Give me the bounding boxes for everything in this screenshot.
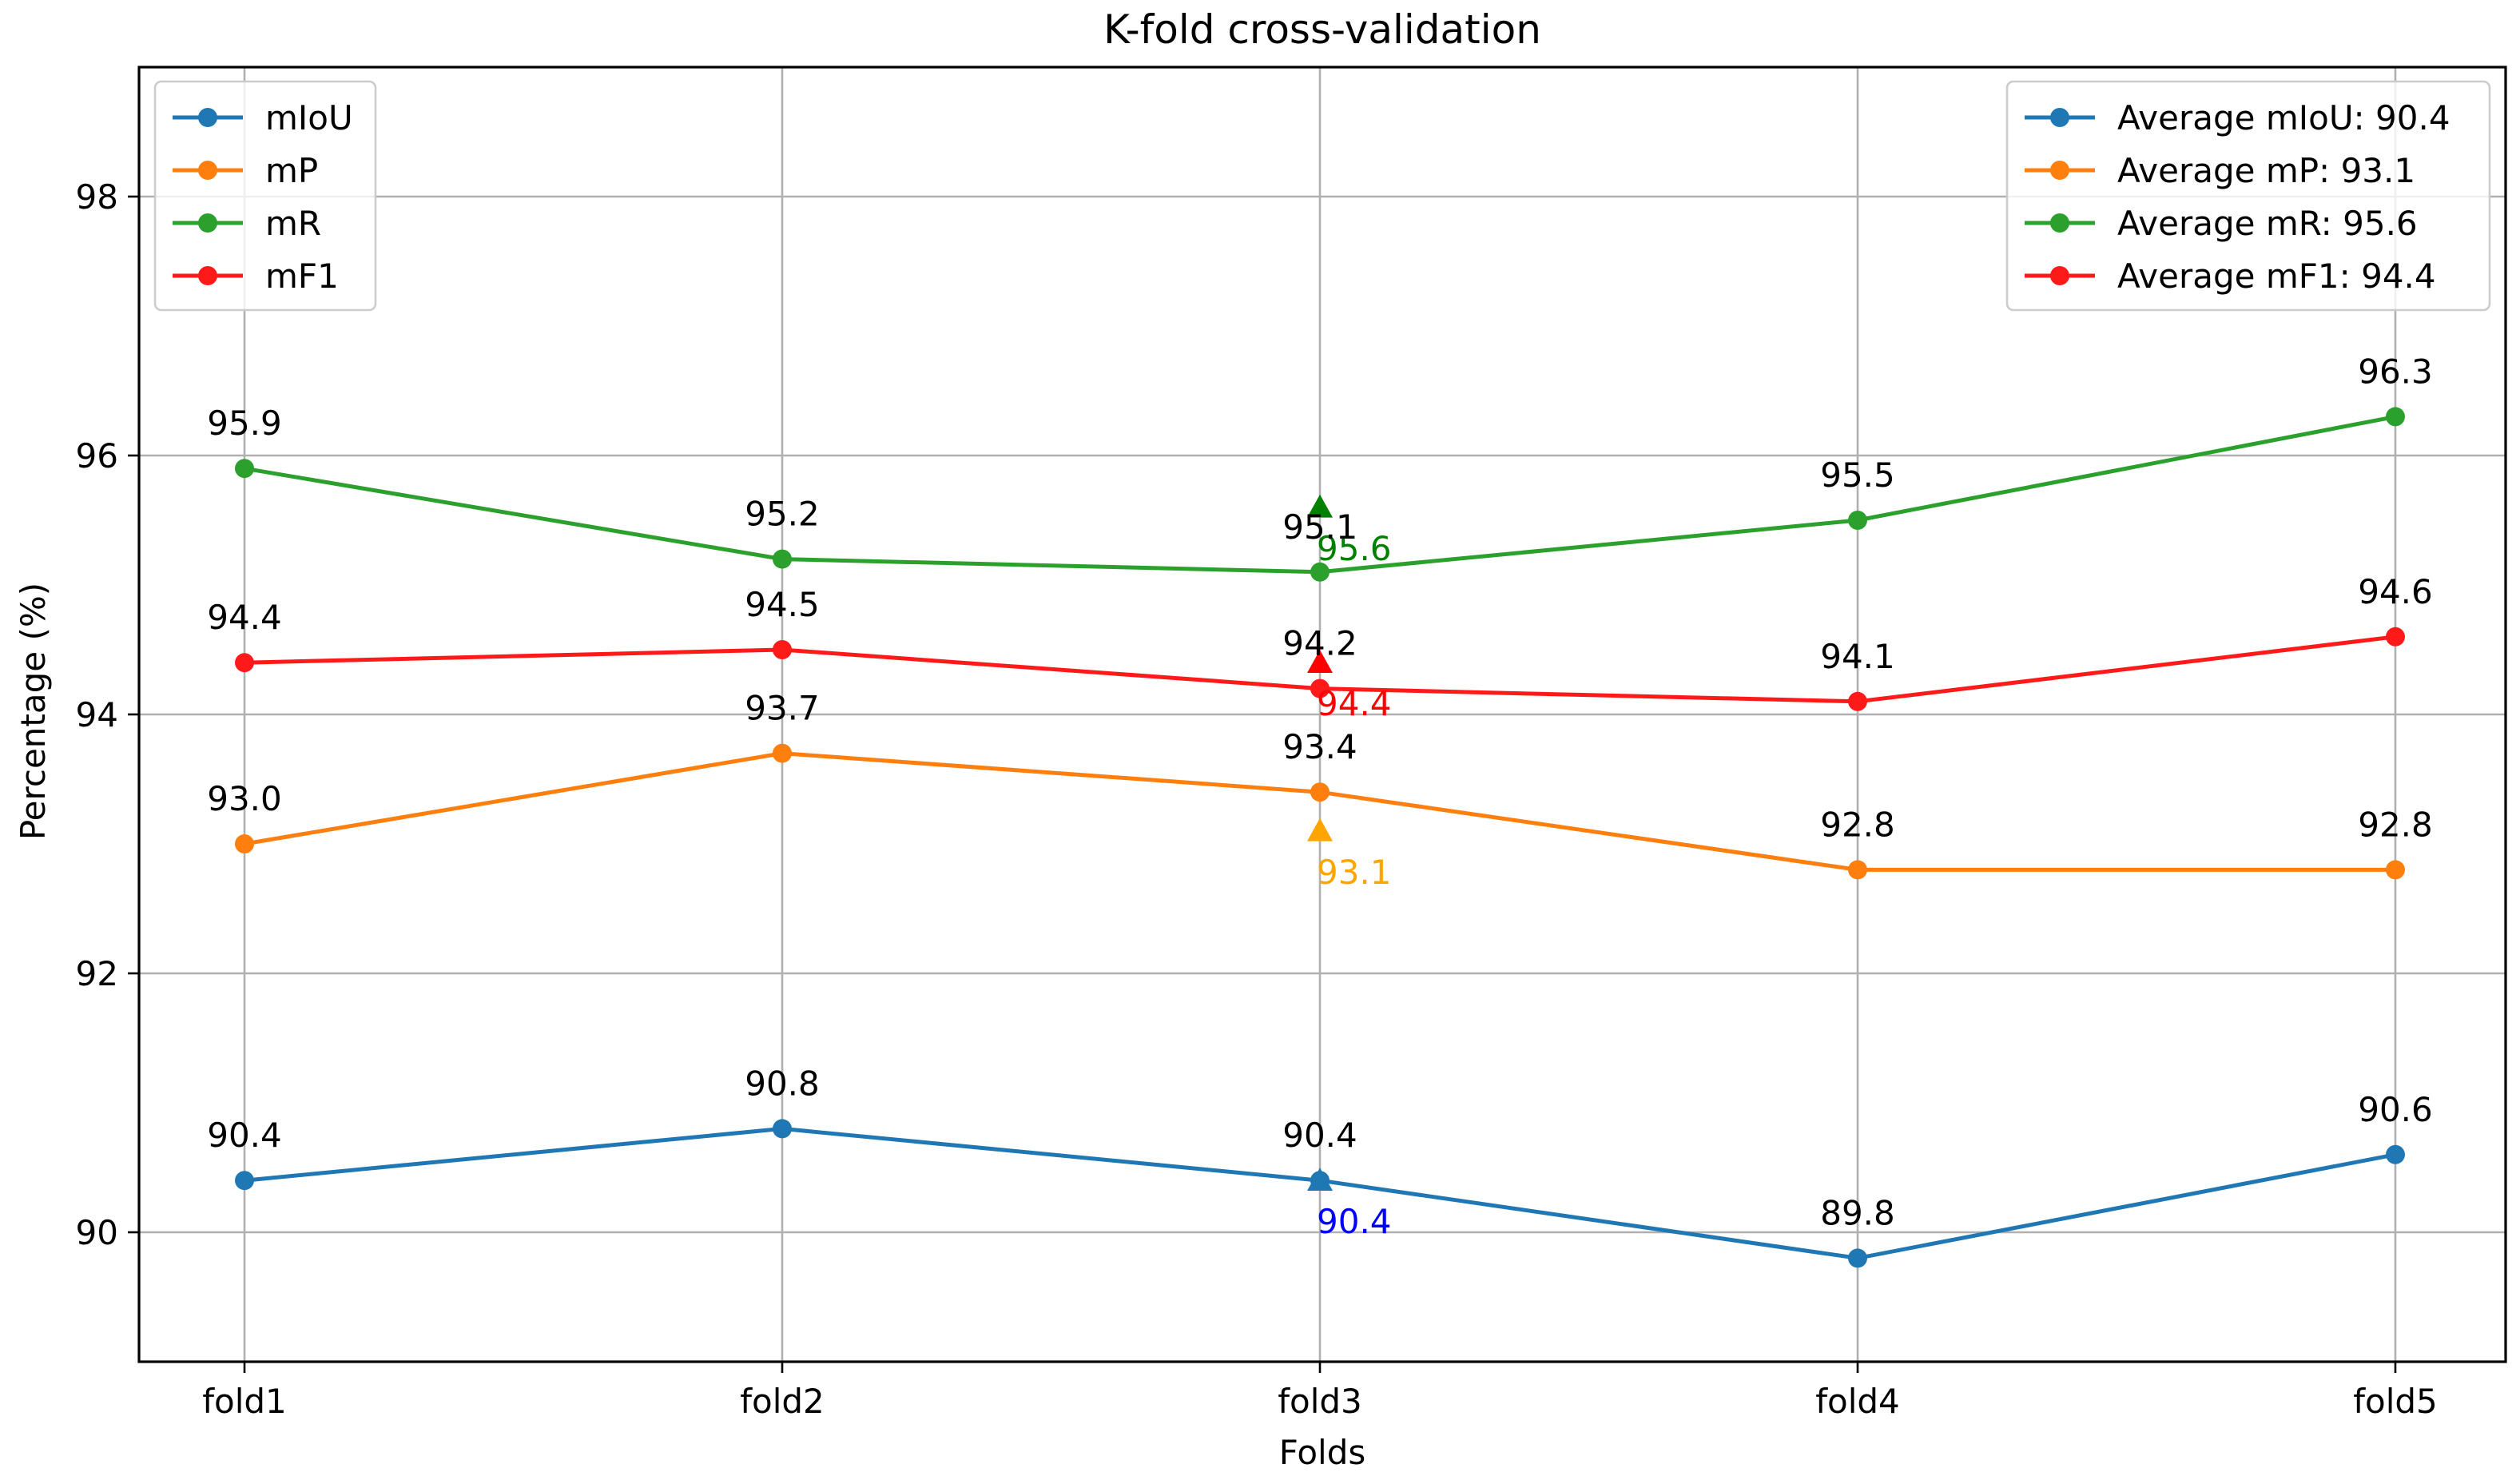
x-tick-label-fold1: fold1 bbox=[202, 1382, 287, 1421]
data-label-mp-fold2: 93.7 bbox=[745, 689, 820, 728]
point-mf1-fold1 bbox=[235, 653, 254, 673]
average-marker-mr bbox=[1307, 494, 1333, 518]
data-label-layer: 90.4 90.8 90.4 89.8 90.6 93.0 93.7 93.4 92.8 92.8… bbox=[207, 352, 2433, 1232]
data-label-mf1-fold1: 94.4 bbox=[207, 598, 282, 637]
data-label-miou-fold3: 90.4 bbox=[1282, 1116, 1357, 1155]
data-label-mr-fold2: 95.2 bbox=[745, 495, 820, 534]
legend-average-item-label-miou: Average mIoU: 90.4 bbox=[2117, 98, 2450, 137]
legend-average-item-frame bbox=[2005, 80, 2491, 312]
legend-series-item-label-mf1: mF1 bbox=[265, 257, 339, 296]
data-label-miou-fold5: 90.6 bbox=[2358, 1090, 2433, 1129]
data-label-mp-fold4: 92.8 bbox=[1820, 805, 1895, 844]
y-tick-label-94: 94 bbox=[76, 695, 118, 734]
x-axis-title: Folds bbox=[1279, 1433, 1366, 1472]
legend-average-item-label-mf1: Average mF1: 94.4 bbox=[2117, 257, 2436, 296]
data-label-mf1-fold3: 94.2 bbox=[1282, 624, 1357, 663]
plot-frame bbox=[137, 66, 2507, 1363]
point-mf1-fold5 bbox=[2386, 627, 2405, 647]
point-mr-fold4 bbox=[1848, 511, 1867, 530]
legend-series-item-marker-mf1 bbox=[198, 266, 217, 285]
chart-title: K-fold cross-validation bbox=[1103, 6, 1541, 53]
point-miou-fold5 bbox=[2386, 1144, 2405, 1164]
average-marker-miou bbox=[1307, 1168, 1333, 1191]
average-marker-mp bbox=[1307, 818, 1333, 841]
average-label-mf1: 94.4 bbox=[1317, 684, 1392, 723]
point-mp-fold3 bbox=[1310, 782, 1330, 802]
data-label-mf1-fold4: 94.1 bbox=[1820, 637, 1895, 676]
average-label-miou: 90.4 bbox=[1317, 1202, 1392, 1241]
data-label-mf1-fold2: 94.5 bbox=[745, 585, 820, 624]
legend-average-item-marker-mp bbox=[2050, 161, 2069, 180]
point-mf1-fold2 bbox=[773, 640, 792, 659]
point-mf1-fold4 bbox=[1848, 691, 1867, 711]
data-label-mr-fold4: 95.5 bbox=[1820, 456, 1895, 495]
legend-series-item-marker-mp bbox=[198, 161, 217, 180]
legend-averages: Average mIoU: 90.4 Average mP: 93.1 Averag… bbox=[2005, 80, 2491, 312]
data-label-mp-fold5: 92.8 bbox=[2358, 805, 2433, 844]
average-marker-mf1 bbox=[1307, 650, 1333, 673]
x-tick-label-fold3: fold3 bbox=[1278, 1382, 1362, 1421]
x-tick-label-fold4: fold4 bbox=[1815, 1382, 1900, 1421]
point-miou-fold4 bbox=[1848, 1248, 1867, 1268]
point-mf1-fold3 bbox=[1310, 678, 1330, 698]
y-axis-title: Percentage (%) bbox=[14, 583, 53, 840]
legend-average-item-label-mp: Average mP: 93.1 bbox=[2117, 151, 2415, 190]
legend-average-item-marker-miou bbox=[2050, 108, 2069, 127]
point-mp-fold4 bbox=[1848, 860, 1867, 880]
legend-series-item-label-mp: mP bbox=[265, 151, 318, 190]
point-mp-fold2 bbox=[773, 743, 792, 763]
legend-average-item-label-mr: Average mR: 95.6 bbox=[2117, 204, 2418, 243]
axes-layer: fold1 fold2 fold3 fold4 fold5 90 92 94 96 98 bbox=[76, 66, 2507, 1421]
point-mr-fold5 bbox=[2386, 407, 2405, 427]
data-label-mr-fold1: 95.9 bbox=[207, 404, 282, 443]
point-mr-fold2 bbox=[773, 549, 792, 569]
point-mr-fold1 bbox=[235, 459, 254, 479]
legend-series-item-marker-mr bbox=[198, 213, 217, 233]
point-mr-fold3 bbox=[1310, 562, 1330, 582]
data-label-miou-fold4: 89.8 bbox=[1820, 1193, 1895, 1232]
legend-series: mIoU mP mR mF1 bbox=[153, 80, 377, 312]
data-label-mp-fold3: 93.4 bbox=[1282, 727, 1357, 766]
data-label-mp-fold1: 93.0 bbox=[207, 779, 282, 818]
x-tick-label-fold2: fold2 bbox=[740, 1382, 825, 1421]
legend-series-item-label-mr: mR bbox=[265, 204, 321, 243]
y-tick-label-96: 96 bbox=[76, 436, 118, 475]
data-label-mr-fold5: 96.3 bbox=[2358, 352, 2433, 391]
legend-series-item-marker-miou bbox=[198, 108, 217, 127]
legend-average-item-marker-mf1 bbox=[2050, 266, 2069, 285]
y-tick-label-92: 92 bbox=[76, 954, 118, 993]
y-tick-label-98: 98 bbox=[76, 177, 118, 217]
data-label-mr-fold3: 95.1 bbox=[1282, 507, 1357, 547]
legend-series-item-frame bbox=[153, 80, 377, 312]
y-tick-label-90: 90 bbox=[76, 1213, 118, 1252]
legend-series-item-label-miou: mIoU bbox=[265, 98, 353, 137]
data-label-mf1-fold5: 94.6 bbox=[2358, 572, 2433, 611]
point-mp-fold1 bbox=[235, 834, 254, 853]
average-label-mp: 93.1 bbox=[1317, 853, 1392, 892]
legend-average-item-marker-mr bbox=[2050, 213, 2069, 233]
x-tick-label-fold5: fold5 bbox=[2353, 1382, 2438, 1421]
point-miou-fold1 bbox=[235, 1171, 254, 1191]
data-label-miou-fold1: 90.4 bbox=[207, 1116, 282, 1155]
data-label-miou-fold2: 90.8 bbox=[745, 1064, 820, 1103]
average-markers-layer: 90.4 93.1 95.6 94.4 bbox=[1307, 494, 1392, 1241]
average-label-mr: 95.6 bbox=[1317, 529, 1392, 568]
point-mp-fold5 bbox=[2386, 860, 2405, 880]
point-miou-fold2 bbox=[773, 1119, 792, 1139]
